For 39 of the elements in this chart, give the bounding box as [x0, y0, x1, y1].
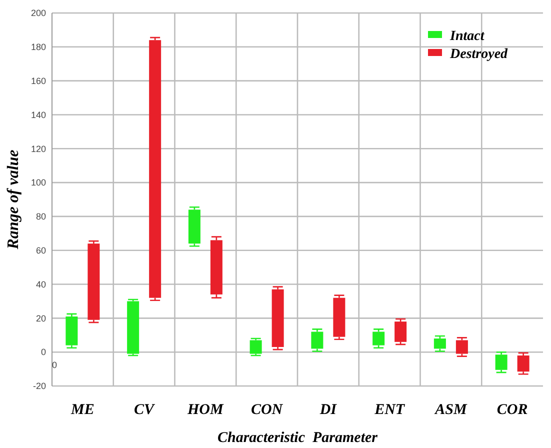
- x-tick-label: ASM: [434, 402, 468, 418]
- y-axis-title: Range of value: [5, 150, 22, 250]
- bar: [517, 355, 530, 372]
- y-tick-label: 80: [36, 212, 46, 222]
- bar: [372, 332, 385, 346]
- bar: [66, 316, 78, 346]
- y-tick-label: 200: [30, 8, 46, 18]
- bar: [434, 338, 446, 349]
- x-tick-label: COR: [496, 402, 528, 418]
- bar: [495, 354, 508, 370]
- x-tick-label: CON: [250, 402, 284, 418]
- x-tick-label: CV: [134, 402, 156, 418]
- legend-label: Intact: [449, 28, 486, 44]
- x-tick-label: HOM: [186, 402, 224, 418]
- bar: [250, 340, 262, 354]
- y-tick-label: 140: [30, 110, 46, 120]
- bar: [88, 244, 100, 320]
- bar: [311, 332, 324, 349]
- y-tick-label: 60: [36, 246, 46, 256]
- y-tick-label: 160: [30, 76, 46, 86]
- y-tick-label: 40: [36, 279, 46, 290]
- annotation: 0: [52, 360, 58, 370]
- bar: [272, 289, 284, 348]
- y-tick-label: -20: [32, 381, 46, 392]
- y-tick-label: 180: [30, 42, 46, 52]
- x-tick-label: ME: [70, 402, 94, 418]
- bar: [210, 240, 222, 294]
- y-tick-label: 0: [40, 347, 46, 358]
- bar: [333, 298, 346, 337]
- x-tick-label: DI: [318, 402, 338, 418]
- y-tick-label: 20: [36, 313, 46, 324]
- legend-label: Destroyed: [449, 46, 509, 62]
- bar: [188, 210, 200, 244]
- bar: [394, 322, 407, 342]
- bar: [456, 340, 468, 354]
- x-tick-label: ENT: [374, 402, 406, 418]
- y-tick-label: 100: [30, 178, 46, 188]
- x-axis-title: Characteristic Parameter: [218, 430, 378, 446]
- y-tick-label: 120: [30, 144, 46, 154]
